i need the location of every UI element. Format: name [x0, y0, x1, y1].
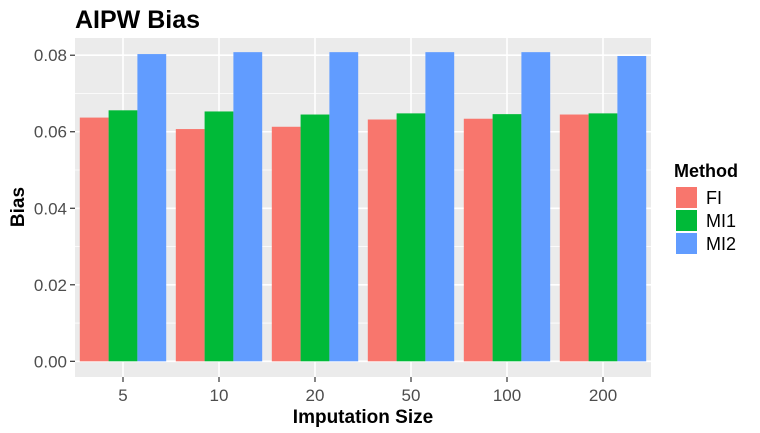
x-tick-label: 10 — [210, 386, 229, 405]
bar-fi-200 — [559, 114, 589, 362]
bar-mi1-50 — [396, 113, 426, 362]
minor-gridlines — [75, 93, 651, 324]
legend-label-mi1: MI1 — [706, 211, 736, 231]
y-axis: 0.00 0.02 0.04 0.06 0.08 — [34, 46, 75, 371]
legend-title: Method — [674, 161, 738, 181]
legend-key-mi2 — [676, 233, 697, 254]
legend-label-mi2: MI2 — [706, 234, 736, 254]
y-tick-label: 0.04 — [34, 199, 67, 218]
x-tick-label: 100 — [493, 386, 521, 405]
bar-fi-50 — [367, 119, 397, 362]
bar-mi2-200 — [617, 55, 647, 362]
bar-fi-100 — [463, 118, 493, 362]
y-axis-title: Bias — [8, 187, 29, 227]
bar-fi-10 — [175, 129, 205, 362]
bar-mi1-200 — [588, 113, 618, 362]
bar-mi2-10 — [233, 52, 263, 362]
bar-mi2-100 — [521, 52, 551, 362]
x-tick-label: 50 — [402, 386, 421, 405]
bar-mi2-5 — [137, 54, 167, 362]
x-tick-label: 5 — [118, 386, 127, 405]
legend-key-fi — [676, 187, 697, 208]
y-tick-label: 0.00 — [34, 352, 67, 371]
bar-mi1-100 — [492, 114, 522, 362]
bar-fi-20 — [271, 126, 301, 362]
bar-mi2-50 — [425, 52, 455, 362]
y-tick-label: 0.08 — [34, 46, 67, 65]
y-tick-label: 0.02 — [34, 276, 67, 295]
x-tick-label: 20 — [306, 386, 325, 405]
chart-title: AIPW Bias — [75, 6, 200, 34]
legend-key-mi1 — [676, 210, 697, 231]
x-axis: 5 10 20 50 100 200 — [118, 377, 617, 405]
bar-mi1-5 — [108, 110, 138, 362]
x-tick-label: 200 — [589, 386, 617, 405]
bar-mi1-20 — [300, 114, 330, 362]
bar-mi1-10 — [204, 111, 234, 362]
bars — [79, 52, 647, 362]
legend-label-fi: FI — [706, 188, 722, 208]
x-axis-title: Imputation Size — [293, 407, 433, 428]
legend: Method FI MI1 MI2 — [674, 161, 738, 254]
y-tick-label: 0.06 — [34, 123, 67, 142]
bar-mi2-20 — [329, 52, 359, 362]
bar-fi-5 — [79, 117, 109, 362]
